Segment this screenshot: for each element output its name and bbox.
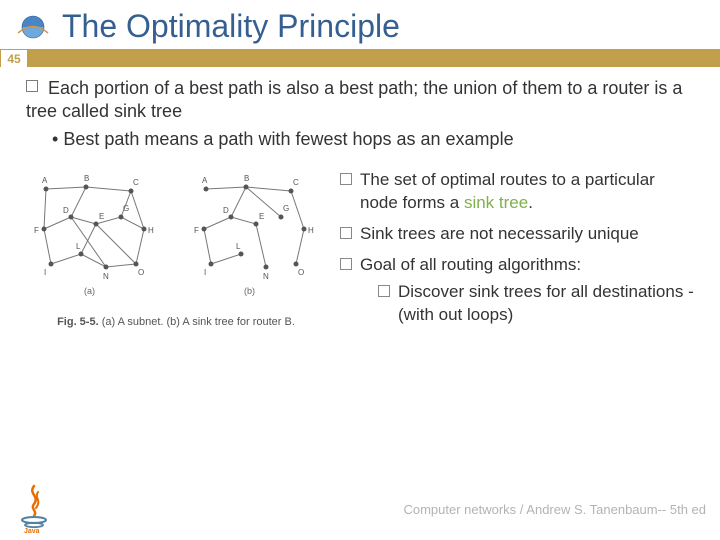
right-bullet-1: The set of optimal routes to a particula… (340, 169, 694, 215)
square-bullet-icon (378, 285, 390, 297)
svg-text:N: N (103, 272, 109, 281)
footer: Java Computer networks / Andrew S. Tanen… (0, 484, 720, 534)
right-bullet-3-sub: Discover sink trees for all destinations… (378, 281, 694, 327)
right-bullet-2-text: Sink trees are not necessarily unique (360, 223, 639, 246)
svg-text:B: B (244, 174, 249, 183)
bullet-2: • Best path means a path with fewest hop… (26, 128, 694, 151)
network-diagram: A B C D E G F H I L N O (a) A B C (26, 169, 326, 309)
svg-text:Java: Java (24, 528, 40, 534)
svg-text:N: N (263, 272, 269, 281)
svg-text:O: O (298, 268, 304, 277)
svg-text:C: C (293, 178, 299, 187)
credit-text: Computer networks / Andrew S. Tanenbaum-… (403, 502, 706, 517)
page-title: The Optimality Principle (62, 8, 400, 45)
right-bullet-3-text: Goal of all routing algorithms: Discover… (360, 254, 694, 327)
svg-text:(b): (b) (244, 286, 255, 296)
svg-text:H: H (148, 226, 154, 235)
square-bullet-icon (26, 80, 38, 92)
globe-icon (16, 14, 50, 40)
caption-text: (a) A subnet. (b) A sink tree for router… (99, 316, 295, 328)
svg-text:L: L (236, 242, 241, 251)
lower-row: A B C D E G F H I L N O (a) A B C (26, 169, 694, 335)
svg-text:D: D (223, 206, 229, 215)
svg-text:(a): (a) (84, 286, 95, 296)
header: The Optimality Principle (0, 0, 720, 45)
svg-text:D: D (63, 206, 69, 215)
right-bullet-2: Sink trees are not necessarily unique (340, 223, 694, 246)
r3-sub-text: Discover sink trees for all destinations… (398, 281, 694, 327)
svg-text:E: E (259, 212, 264, 221)
bullet-2-text: Best path means a path with fewest hops … (63, 129, 513, 149)
square-bullet-icon (340, 173, 352, 185)
r3-text: Goal of all routing algorithms: (360, 255, 581, 274)
svg-text:F: F (194, 226, 199, 235)
svg-text:F: F (34, 226, 39, 235)
bullet-2-marker: • (52, 129, 63, 149)
svg-text:A: A (202, 176, 208, 185)
svg-text:C: C (133, 178, 139, 187)
bullet-1-text: Each portion of a best path is also a be… (26, 78, 682, 121)
svg-text:I: I (204, 268, 206, 277)
svg-text:B: B (84, 174, 89, 183)
svg-text:H: H (308, 226, 314, 235)
svg-text:G: G (283, 204, 289, 213)
page-number-tab: 45 (0, 49, 28, 67)
square-bullet-icon (340, 227, 352, 239)
java-logo-icon: Java (14, 484, 54, 534)
svg-text:I: I (44, 268, 46, 277)
figure: A B C D E G F H I L N O (a) A B C (26, 169, 326, 335)
top-bullets: Each portion of a best path is also a be… (26, 77, 694, 151)
right-bullet-1-text: The set of optimal routes to a particula… (360, 169, 694, 215)
svg-text:G: G (123, 204, 129, 213)
svg-text:E: E (99, 212, 104, 221)
content: Each portion of a best path is also a be… (0, 67, 720, 335)
right-bullets: The set of optimal routes to a particula… (340, 169, 694, 335)
svg-text:L: L (76, 242, 81, 251)
svg-text:O: O (138, 268, 144, 277)
bullet-1: Each portion of a best path is also a be… (26, 77, 694, 124)
caption-prefix: Fig. 5-5. (57, 316, 99, 328)
square-bullet-icon (340, 258, 352, 270)
sink-tree-term: sink tree (464, 193, 528, 212)
accent-bar: 45 (0, 49, 720, 67)
right-bullet-3: Goal of all routing algorithms: Discover… (340, 254, 694, 327)
r1-part-b: . (528, 193, 533, 212)
svg-text:A: A (42, 176, 48, 185)
figure-caption: Fig. 5-5. (a) A subnet. (b) A sink tree … (26, 316, 326, 328)
